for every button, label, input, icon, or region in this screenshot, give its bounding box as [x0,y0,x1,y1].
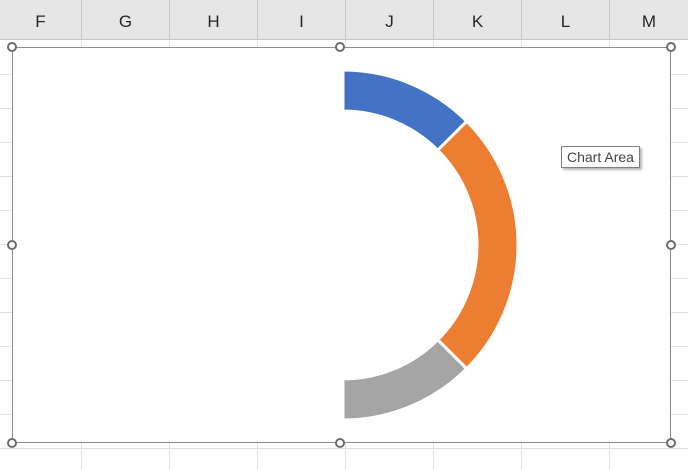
column-header-f[interactable]: F [0,0,82,40]
resize-handle-bottom[interactable] [335,438,345,448]
column-header-label: I [299,12,304,31]
resize-handle-top-left[interactable] [7,42,17,52]
doughnut-segment-3[interactable] [341,337,469,422]
column-header-label: F [35,12,46,31]
resize-handle-top[interactable] [335,42,345,52]
column-header-row: F G H I J K L M [0,0,688,40]
column-header-label: M [641,12,657,31]
column-header-h[interactable]: H [170,0,258,40]
resize-handle-left[interactable] [7,240,17,250]
column-header-m[interactable]: M [610,0,688,40]
column-header-label: H [207,12,220,31]
column-header-k[interactable]: K [434,0,522,40]
column-header-j[interactable]: J [346,0,434,40]
resize-handle-bottom-left[interactable] [7,438,17,448]
column-header-l[interactable]: L [522,0,610,40]
gridline [0,448,688,449]
chart-area-tooltip: Chart Area [561,146,640,168]
column-header-label: J [385,12,394,31]
resize-handle-right[interactable] [666,240,676,250]
column-header-g[interactable]: G [82,0,170,40]
column-header-label: K [471,12,484,31]
resize-handle-top-right[interactable] [666,42,676,52]
chart-area[interactable] [12,47,671,443]
column-header-label: G [118,12,133,31]
resize-handle-bottom-right[interactable] [666,438,676,448]
column-header-label: L [560,12,571,31]
doughnut-segment-2[interactable] [435,119,520,371]
column-header-i[interactable]: I [258,0,346,40]
doughnut-plot [341,68,520,422]
